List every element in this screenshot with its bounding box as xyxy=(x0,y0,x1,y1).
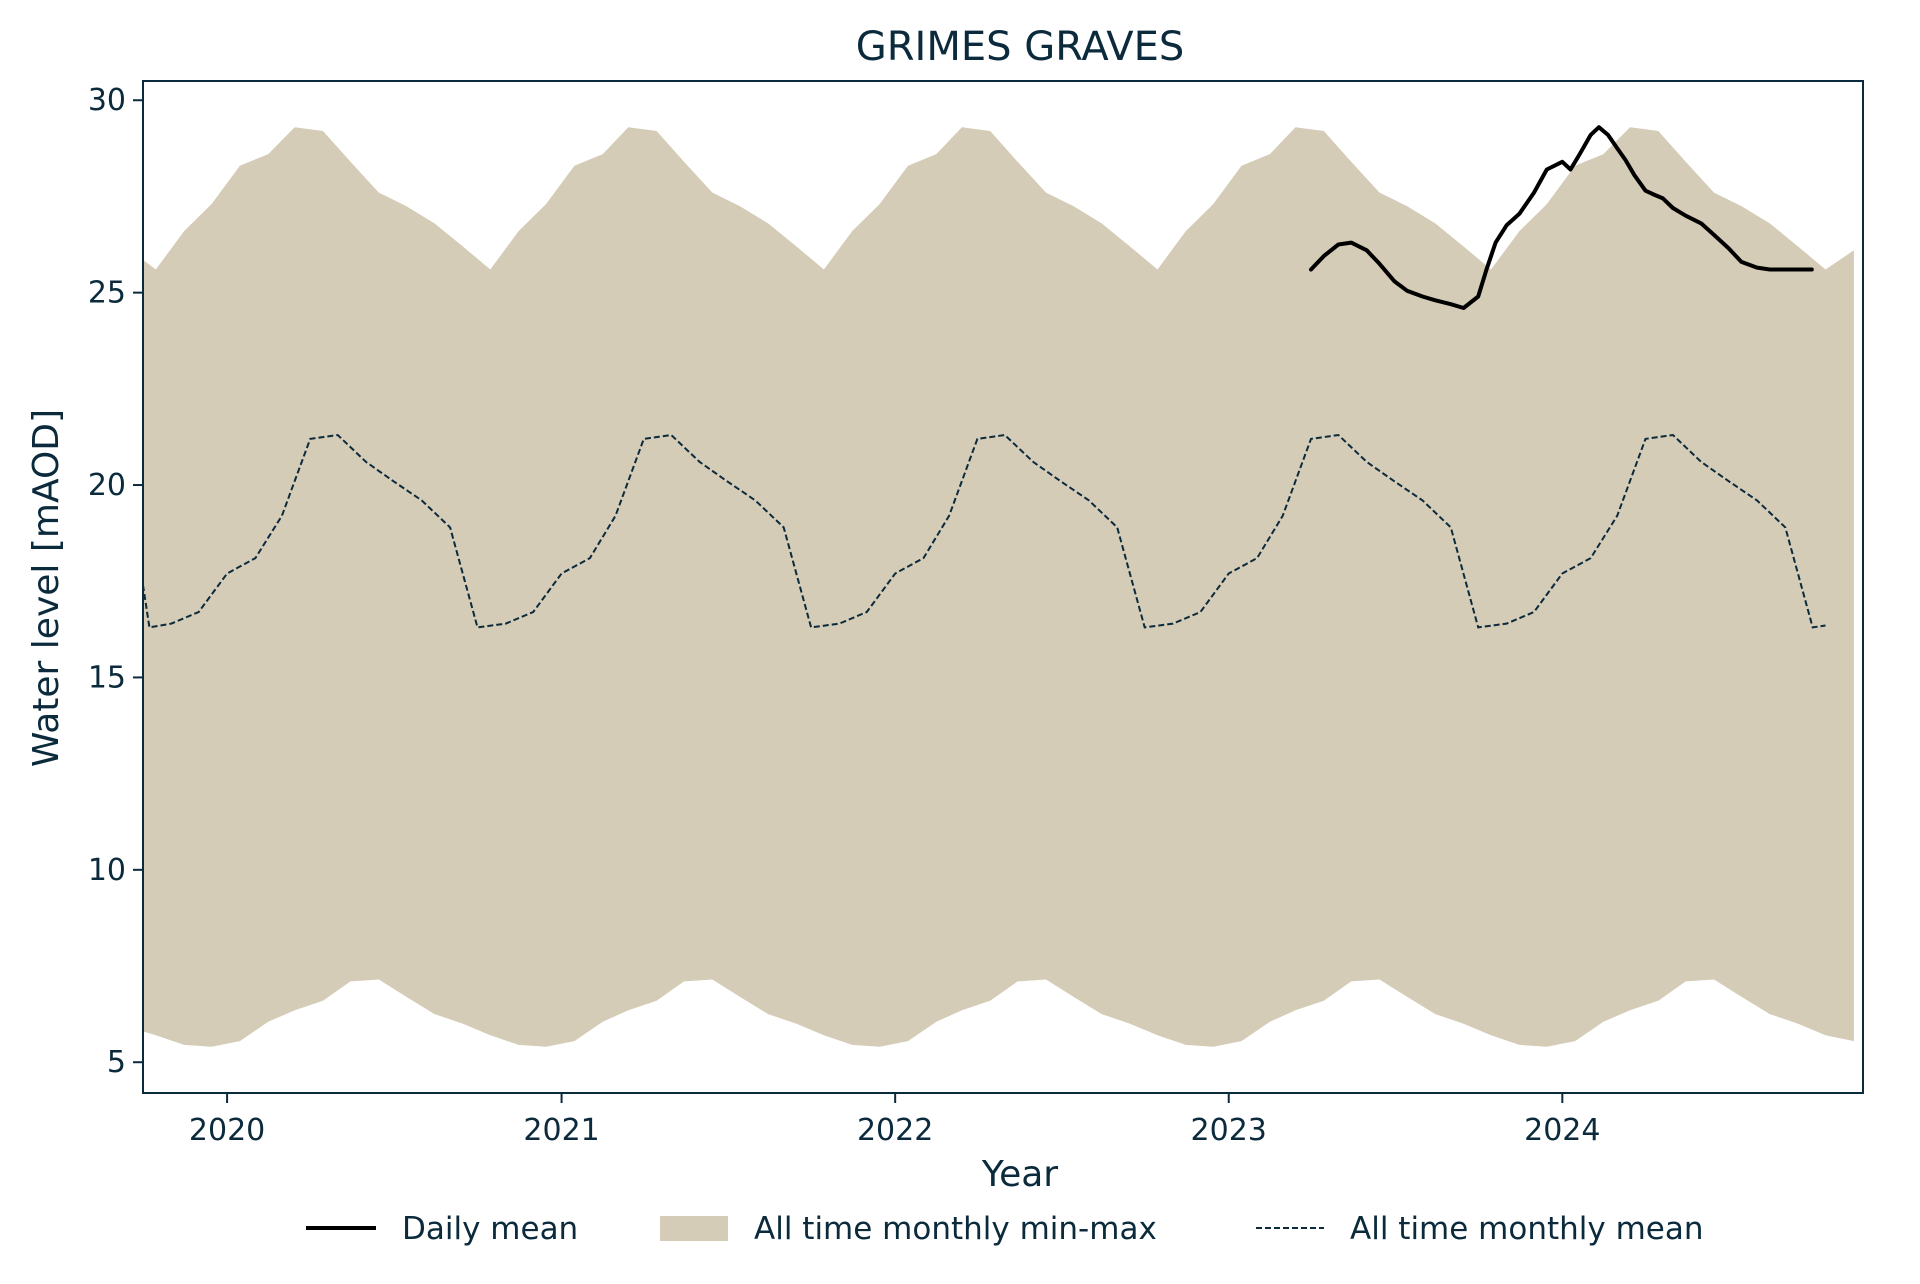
y-tick-label: 15 xyxy=(88,660,126,695)
legend: Daily mean All time monthly min-max All ti… xyxy=(306,1211,1704,1247)
x-tick-label: 2022 xyxy=(857,1113,933,1148)
x-axis-label: Year xyxy=(981,1154,1058,1195)
legend-label: Daily mean xyxy=(402,1211,578,1247)
min-max-band-layer xyxy=(143,127,1854,1047)
legend-min-max-swatch xyxy=(660,1216,728,1241)
x-tick-label: 2023 xyxy=(1191,1113,1267,1148)
legend-label: All time monthly min-max xyxy=(754,1211,1157,1247)
y-axis: 5 10 15 20 25 30 xyxy=(88,83,143,1080)
y-tick-label: 5 xyxy=(107,1045,126,1080)
chart-title: GRIMES GRAVES xyxy=(856,24,1184,70)
daily-mean-line xyxy=(1309,125,1814,310)
monthly-min-max-band xyxy=(143,127,1854,1047)
x-tick-label: 2020 xyxy=(189,1113,265,1148)
x-tick-label: 2024 xyxy=(1524,1113,1600,1148)
legend-label: All time monthly mean xyxy=(1350,1211,1704,1247)
y-tick-label: 30 xyxy=(88,83,126,118)
monthly-mean-line xyxy=(142,433,1826,629)
daily-mean-layer xyxy=(1309,125,1814,310)
x-axis: 2020 2021 2022 2023 2024 xyxy=(189,1093,1600,1148)
y-axis-label: Water level [mAOD] xyxy=(26,409,67,767)
x-tick-label: 2021 xyxy=(523,1113,599,1148)
y-tick-label: 20 xyxy=(88,468,126,503)
plot-frame xyxy=(142,80,1864,1094)
y-tick-label: 10 xyxy=(88,853,126,888)
y-tick-label: 25 xyxy=(88,276,126,311)
monthly-mean-layer xyxy=(142,433,1826,629)
